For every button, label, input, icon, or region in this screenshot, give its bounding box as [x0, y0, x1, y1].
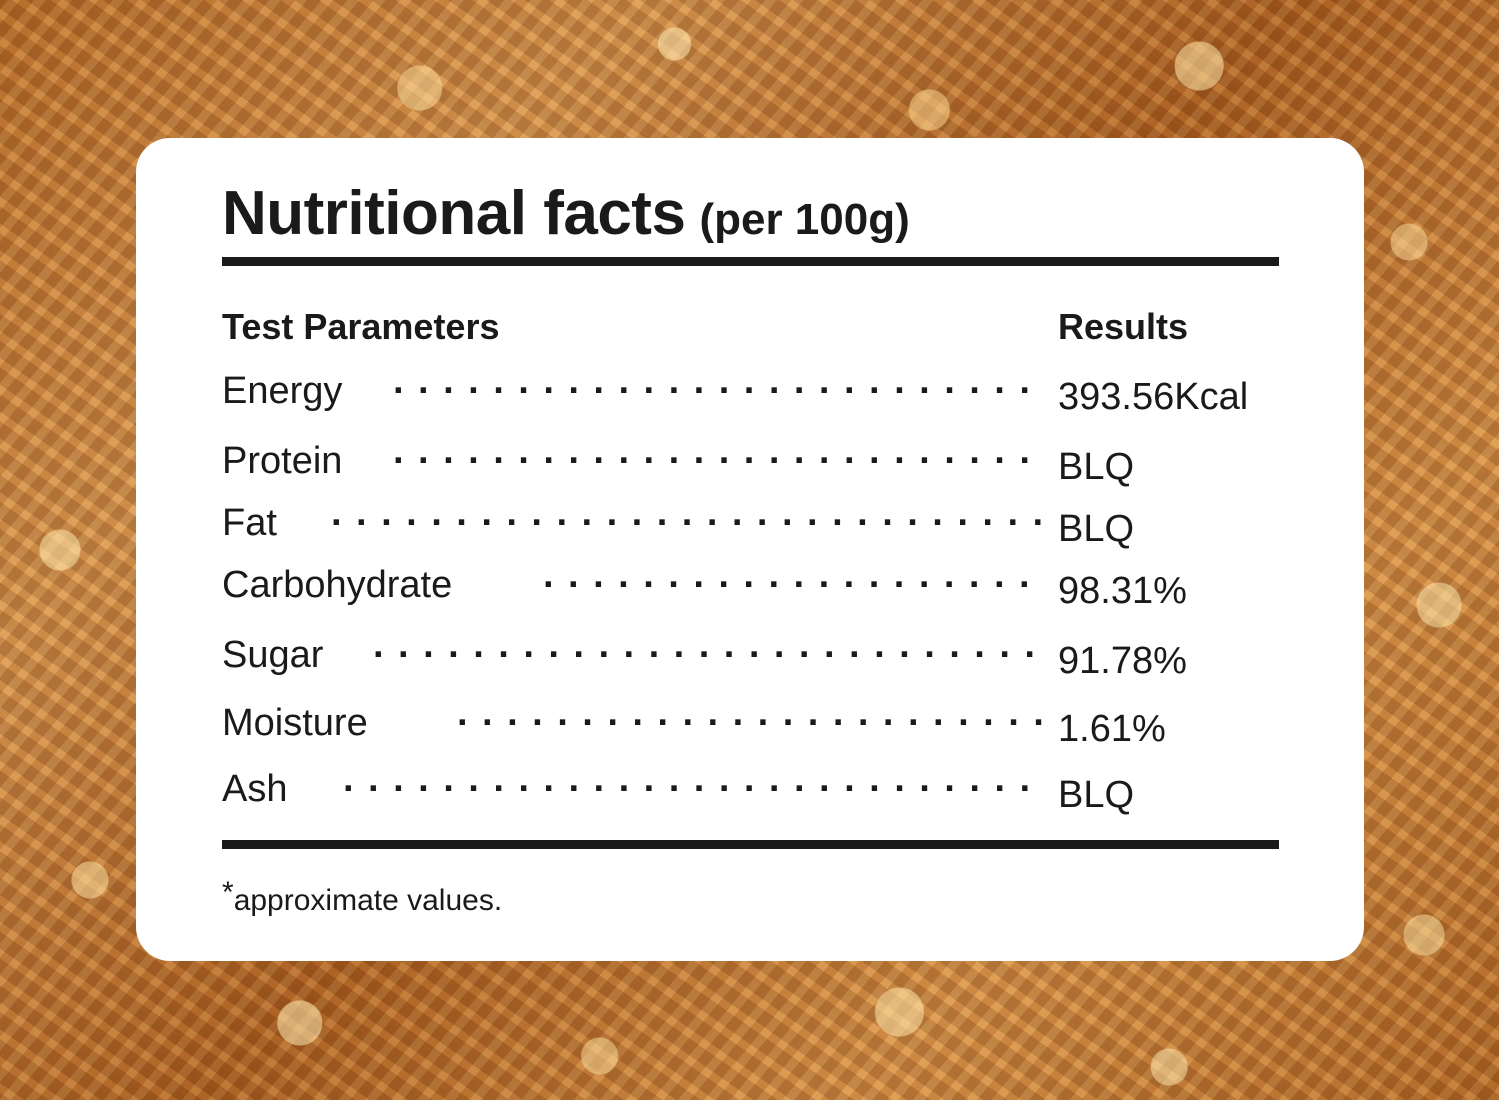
dot-leader: ································	[393, 440, 1043, 482]
header-results: Results	[1058, 306, 1189, 347]
dot-leader: ································	[343, 768, 1043, 810]
footnote-text: approximate values.	[233, 884, 503, 917]
parameter-label: Carbohydrate	[222, 564, 453, 606]
result-value: 98.31%	[1058, 570, 1187, 612]
table-row: Protein ································…	[222, 440, 1279, 490]
dot-leader: ································	[543, 564, 1043, 606]
nutrition-card: Nutritional facts (per 100g) Test Paramet…	[136, 138, 1364, 961]
dot-leader: ································	[373, 634, 1043, 676]
bottom-divider	[222, 840, 1279, 849]
title-main: Nutritional facts	[222, 179, 686, 248]
result-value: BLQ	[1058, 774, 1135, 816]
parameter-label: Fat	[222, 502, 277, 544]
result-value: 91.78%	[1058, 640, 1187, 682]
parameter-label: Energy	[222, 370, 343, 412]
footnote: *approximate values.	[222, 876, 502, 918]
table-row: Sugar ································ 9…	[222, 634, 1279, 684]
title: Nutritional facts (per 100g)	[222, 178, 910, 249]
table-row: Energy ································ …	[222, 370, 1279, 420]
parameter-label: Moisture	[222, 702, 368, 744]
top-divider	[222, 257, 1279, 266]
table-row: Ash ································ BLQ	[222, 768, 1279, 818]
result-value: BLQ	[1058, 508, 1135, 550]
footnote-asterisk: *	[222, 876, 234, 909]
dot-leader: ································	[393, 370, 1043, 412]
result-value: 393.56Kcal	[1058, 376, 1249, 418]
table-row: Carbohydrate ···························…	[222, 564, 1279, 614]
parameter-label: Protein	[222, 440, 343, 482]
dot-leader: ································	[331, 502, 1043, 544]
result-value: 1.61%	[1058, 708, 1166, 750]
parameter-label: Ash	[222, 768, 288, 810]
parameter-label: Sugar	[222, 634, 324, 676]
dot-leader: ································	[457, 702, 1043, 744]
result-value: BLQ	[1058, 446, 1135, 488]
title-sub: (per 100g)	[699, 195, 910, 244]
table-row: Moisture ·······························…	[222, 702, 1279, 752]
table-header: Test Parameters Results	[222, 306, 1279, 350]
header-test-parameters: Test Parameters	[222, 306, 500, 347]
table-row: Fat ································ BLQ	[222, 502, 1279, 552]
